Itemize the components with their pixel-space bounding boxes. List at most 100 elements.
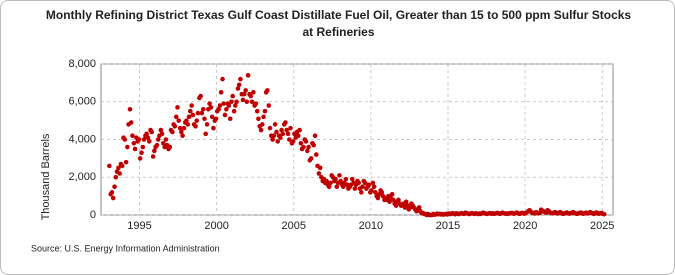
data-point	[391, 197, 396, 203]
data-point	[265, 88, 270, 93]
data-point	[254, 108, 260, 114]
data-point	[375, 195, 381, 201]
x-tick-label: 2010	[359, 220, 383, 232]
data-point	[144, 131, 149, 137]
data-point	[283, 120, 288, 125]
data-point	[243, 88, 248, 93]
data-point	[370, 180, 376, 186]
data-point	[356, 180, 361, 186]
data-point	[163, 137, 169, 142]
data-point	[216, 107, 221, 112]
data-point	[253, 101, 259, 106]
data-point	[286, 137, 292, 142]
data-point	[373, 190, 378, 195]
data-point	[181, 125, 187, 131]
y-tick-label: 4,000	[68, 133, 96, 145]
y-tick-label: 0	[90, 209, 96, 221]
data-point	[266, 103, 272, 108]
data-point	[316, 171, 322, 176]
data-point	[184, 118, 189, 123]
data-point	[244, 99, 250, 105]
data-point	[202, 116, 207, 122]
data-point	[305, 148, 310, 154]
data-point	[128, 120, 134, 125]
data-point	[199, 110, 205, 116]
data-point	[295, 133, 301, 139]
data-point	[217, 103, 223, 108]
data-point	[343, 176, 349, 182]
data-point	[119, 163, 125, 169]
data-point	[317, 165, 323, 171]
data-point	[238, 76, 243, 82]
data-point	[221, 101, 227, 106]
data-point	[220, 76, 225, 82]
data-point	[195, 110, 201, 116]
data-point	[379, 190, 385, 195]
x-tick-label: 2005	[282, 220, 306, 232]
data-point	[271, 133, 277, 139]
data-point	[185, 122, 191, 127]
data-point	[224, 107, 229, 112]
data-point	[107, 163, 112, 169]
data-point	[267, 125, 273, 131]
data-point	[127, 107, 133, 112]
data-point	[369, 188, 374, 193]
data-point	[159, 131, 165, 137]
y-tick-label: 2,000	[68, 171, 96, 183]
y-tick-label: 8,000	[68, 58, 96, 70]
data-point	[125, 144, 130, 150]
data-point	[208, 105, 214, 110]
data-point	[213, 116, 219, 122]
data-point	[272, 122, 278, 127]
data-point	[352, 186, 358, 191]
data-point	[172, 123, 178, 129]
data-point	[167, 144, 173, 150]
data-point	[258, 127, 264, 133]
data-point	[233, 103, 238, 108]
data-point	[173, 114, 179, 120]
x-tick-label: 2015	[436, 220, 460, 232]
data-point	[145, 135, 151, 140]
data-point	[116, 165, 121, 171]
data-point	[179, 129, 184, 135]
data-point	[261, 114, 266, 120]
data-point	[284, 127, 289, 133]
data-point	[131, 140, 137, 146]
chart-title: Monthly Refining District Texas Gulf Coa…	[45, 8, 632, 39]
data-point	[393, 203, 399, 208]
data-point	[416, 205, 422, 210]
data-point	[140, 144, 146, 150]
data-point	[152, 148, 157, 154]
data-point	[158, 127, 164, 133]
data-point	[139, 150, 144, 156]
data-point	[222, 112, 228, 118]
data-point	[241, 91, 247, 97]
data-point	[279, 127, 284, 133]
data-point	[249, 99, 255, 105]
data-point	[211, 125, 216, 131]
data-point	[313, 152, 319, 157]
data-point	[132, 146, 138, 152]
data-point	[270, 137, 275, 142]
data-point	[308, 156, 314, 161]
data-point	[262, 108, 268, 114]
data-point	[256, 116, 261, 122]
data-point	[235, 86, 241, 91]
data-point	[180, 133, 185, 139]
data-point	[297, 127, 302, 133]
data-point	[113, 174, 119, 180]
data-point	[149, 129, 155, 135]
data-point	[251, 90, 256, 95]
data-point	[218, 90, 224, 95]
data-point	[230, 93, 236, 99]
data-point	[338, 178, 343, 184]
data-point	[340, 184, 346, 189]
data-point	[137, 156, 143, 161]
data-point	[337, 173, 342, 178]
data-point	[110, 195, 116, 201]
data-point	[193, 123, 198, 129]
data-point	[349, 176, 355, 182]
data-point	[285, 131, 291, 137]
data-point	[387, 199, 392, 205]
